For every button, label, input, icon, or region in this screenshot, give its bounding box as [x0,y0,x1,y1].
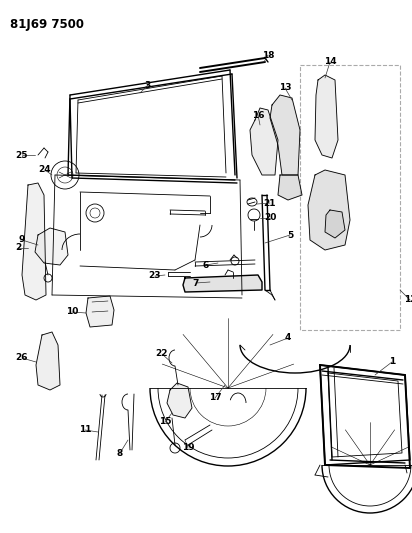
Text: 12: 12 [404,295,412,304]
Polygon shape [315,75,338,158]
Text: 11: 11 [79,425,91,434]
Polygon shape [167,383,192,418]
Bar [300,65,400,330]
Polygon shape [270,95,300,175]
Text: 1: 1 [389,358,395,367]
Text: 19: 19 [182,443,194,453]
Text: 81J69 7500: 81J69 7500 [10,18,84,31]
Polygon shape [183,275,262,292]
Text: 9: 9 [19,236,25,245]
Text: 5: 5 [287,230,293,239]
Polygon shape [86,296,114,327]
Polygon shape [35,228,68,265]
Text: 13: 13 [279,84,291,93]
Text: 26: 26 [16,353,28,362]
Text: 2: 2 [15,244,21,253]
Polygon shape [325,210,345,238]
Text: 6: 6 [203,261,209,270]
Polygon shape [36,332,60,390]
Text: 7: 7 [193,279,199,287]
Text: 20: 20 [264,214,276,222]
Polygon shape [278,175,302,200]
Polygon shape [308,170,350,250]
Text: 15: 15 [159,417,171,426]
Text: 3: 3 [145,80,151,90]
Text: 23: 23 [149,271,161,280]
Text: 24: 24 [39,166,52,174]
Text: 25: 25 [16,150,28,159]
Text: 21: 21 [264,198,276,207]
Polygon shape [250,108,278,175]
Text: 10: 10 [66,308,78,317]
Text: 16: 16 [252,110,264,119]
Text: 8: 8 [117,448,123,457]
Polygon shape [22,183,46,300]
Text: 14: 14 [324,58,336,67]
Text: 22: 22 [156,350,168,359]
Text: 4: 4 [285,334,291,343]
Text: 17: 17 [209,393,221,402]
Text: 18: 18 [262,51,274,60]
